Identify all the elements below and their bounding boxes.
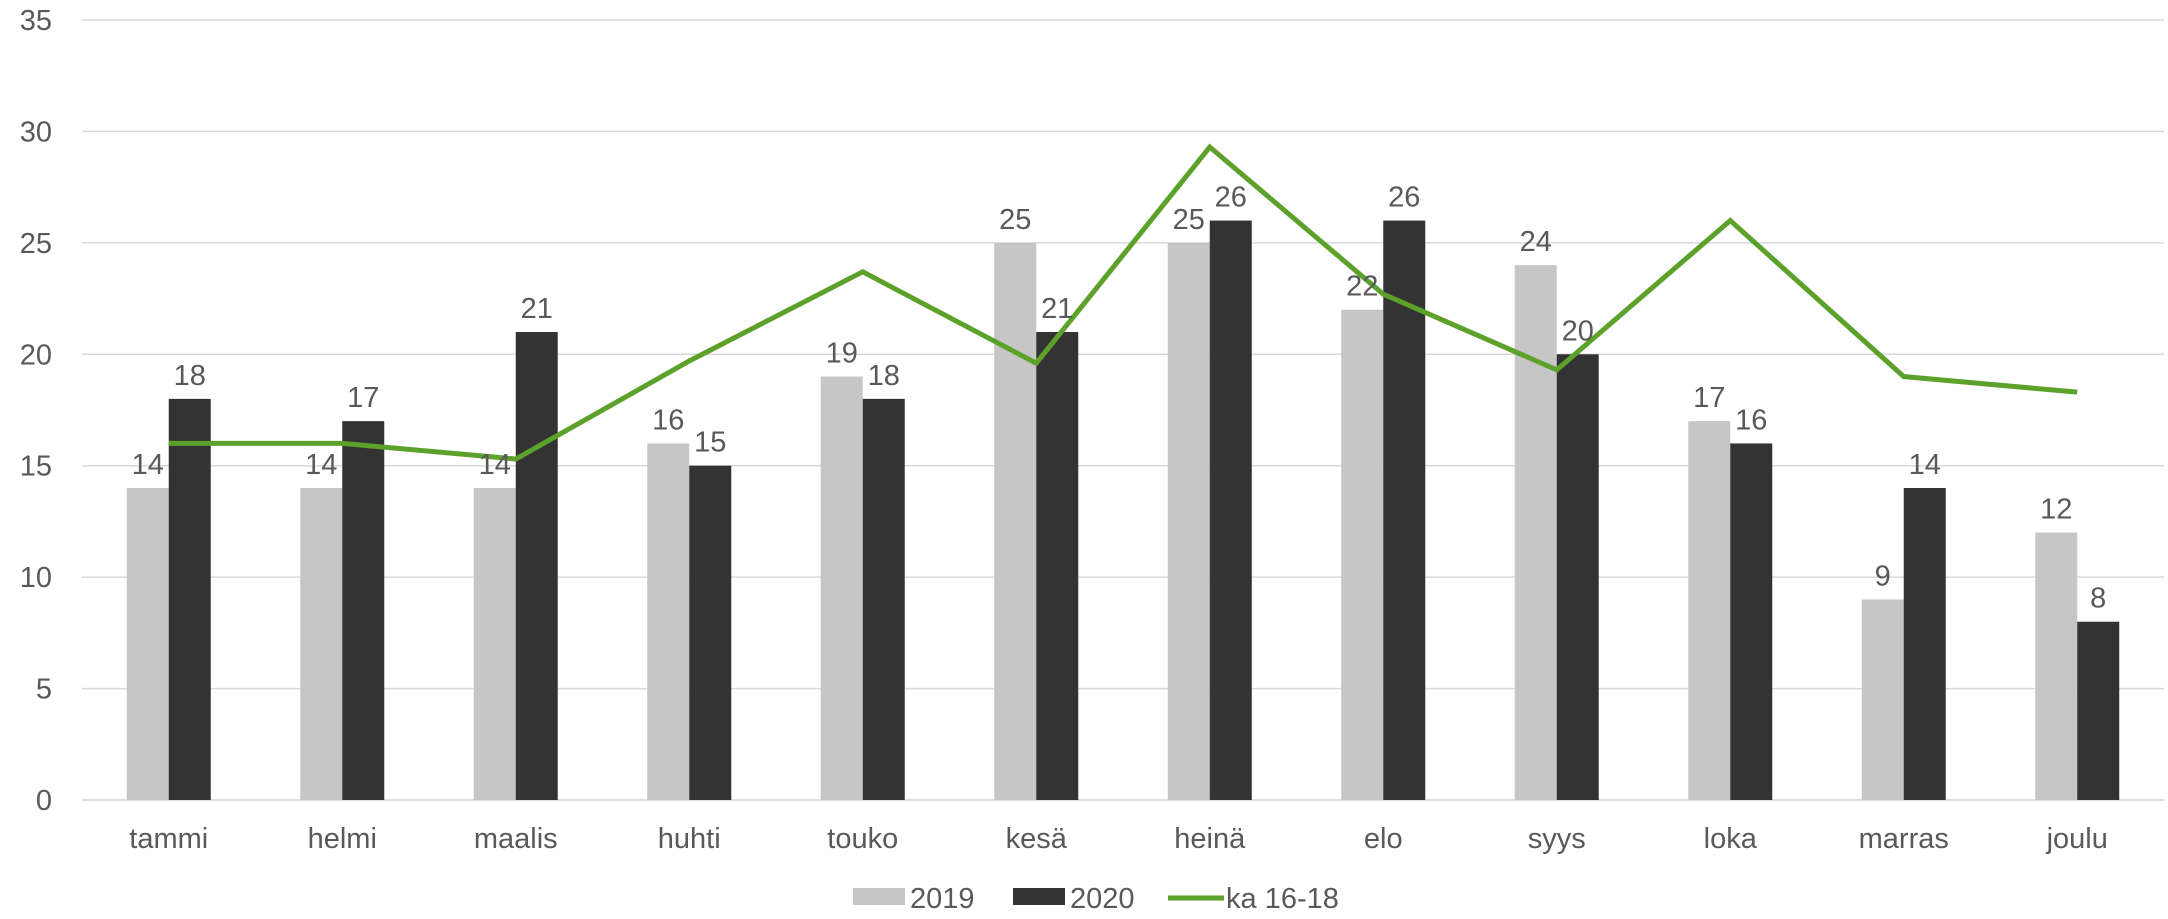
x-tick-label: loka <box>1704 823 1758 855</box>
data-label: 14 <box>479 449 511 481</box>
data-label: 26 <box>1215 182 1247 214</box>
bar-2019-touko <box>820 376 863 800</box>
x-axis-tick-labels: tammi helmi maalis huhti touko kesä heinä elo sy… <box>129 823 2108 855</box>
data-label: 14 <box>132 449 164 481</box>
legend-label: 2020 <box>1070 883 1135 914</box>
data-label: 18 <box>174 360 206 392</box>
data-label: 9 <box>1875 560 1891 592</box>
x-tick-label: touko <box>827 823 898 855</box>
data-label: 25 <box>999 204 1031 236</box>
data-labels: 14 14 14 16 19 25 25 22 24 17 9 12 18 17 21 15 18 21 26 26 2… <box>132 182 2107 615</box>
x-tick-label: syys <box>1528 823 1586 855</box>
bars <box>126 220 2120 801</box>
average-line <box>168 143 2078 462</box>
x-tick-label: elo <box>1364 823 1403 855</box>
data-label: 22 <box>1346 271 1378 303</box>
data-label: 16 <box>1735 404 1767 436</box>
bar-2019-marras <box>1861 599 1904 800</box>
bar-2020-helmi <box>342 421 385 800</box>
x-tick-label: helmi <box>308 823 377 855</box>
data-label: 24 <box>1520 226 1552 258</box>
legend: 2019 2020 ka 16-18 <box>853 883 1339 915</box>
series-line-ka 16-18 <box>168 143 2078 462</box>
y-axis-tick-labels: 0 5 10 15 20 25 30 35 <box>20 5 52 817</box>
bar-2019-tammi <box>126 488 169 800</box>
bar-2019-kesä <box>994 242 1037 800</box>
data-label: 20 <box>1562 315 1594 347</box>
grid-lines <box>82 19 2164 801</box>
data-label: 14 <box>305 449 337 481</box>
bar-2020-elo <box>1383 220 1426 801</box>
bar-2020-loka <box>1730 443 1773 800</box>
y-tick-label: 5 <box>36 674 52 706</box>
bar-2019-loka <box>1688 421 1731 800</box>
bar-2020-marras <box>1903 488 1946 800</box>
data-label: 14 <box>1909 449 1941 481</box>
y-tick-label: 25 <box>20 228 52 260</box>
data-label: 17 <box>347 382 379 414</box>
y-tick-label: 0 <box>36 785 52 817</box>
bar-2020-maalis <box>515 332 558 800</box>
bar-2020-syys <box>1556 354 1599 800</box>
bar-2019-helmi <box>300 488 343 800</box>
y-tick-label: 10 <box>20 562 52 594</box>
data-label: 21 <box>1041 293 1073 325</box>
data-label: 21 <box>521 293 553 325</box>
data-label: 15 <box>694 427 726 459</box>
data-label: 25 <box>1173 204 1205 236</box>
bar-2020-joulu <box>2077 621 2120 800</box>
legend-label: 2019 <box>910 883 975 914</box>
x-tick-label: kesä <box>1006 823 1068 855</box>
legend-swatch-2020 <box>1013 888 1065 905</box>
x-tick-label: tammi <box>129 823 208 855</box>
x-tick-label: huhti <box>658 823 721 855</box>
y-tick-label: 20 <box>20 339 52 371</box>
y-tick-label: 15 <box>20 451 52 483</box>
bar-2019-joulu <box>2035 532 2078 800</box>
bar-2019-heinä <box>1167 242 1210 800</box>
y-tick-label: 30 <box>20 116 52 148</box>
bar-2019-maalis <box>473 488 516 800</box>
legend-label: ka 16-18 <box>1226 883 1339 914</box>
bar-2020-heinä <box>1209 220 1252 801</box>
x-tick-label: marras <box>1859 823 1949 855</box>
data-label: 18 <box>868 360 900 392</box>
bar-2020-touko <box>862 398 905 800</box>
x-tick-label: heinä <box>1174 823 1246 855</box>
legend-swatch-2019 <box>853 888 905 905</box>
data-label: 26 <box>1388 182 1420 214</box>
bar-2020-tammi <box>168 398 211 800</box>
data-label: 8 <box>2090 583 2106 615</box>
data-label: 12 <box>2040 494 2072 526</box>
bar-2019-syys <box>1514 265 1557 801</box>
x-tick-label: joulu <box>2046 823 2108 855</box>
bar-2019-huhti <box>647 443 690 800</box>
bar-2020-huhti <box>689 465 732 800</box>
data-label: 16 <box>652 404 684 436</box>
bar-2020-kesä <box>1036 332 1079 800</box>
data-label: 19 <box>826 338 858 370</box>
y-tick-label: 35 <box>20 5 52 37</box>
x-tick-label: maalis <box>474 823 558 855</box>
bar-2019-elo <box>1341 309 1384 800</box>
data-label: 17 <box>1693 382 1725 414</box>
